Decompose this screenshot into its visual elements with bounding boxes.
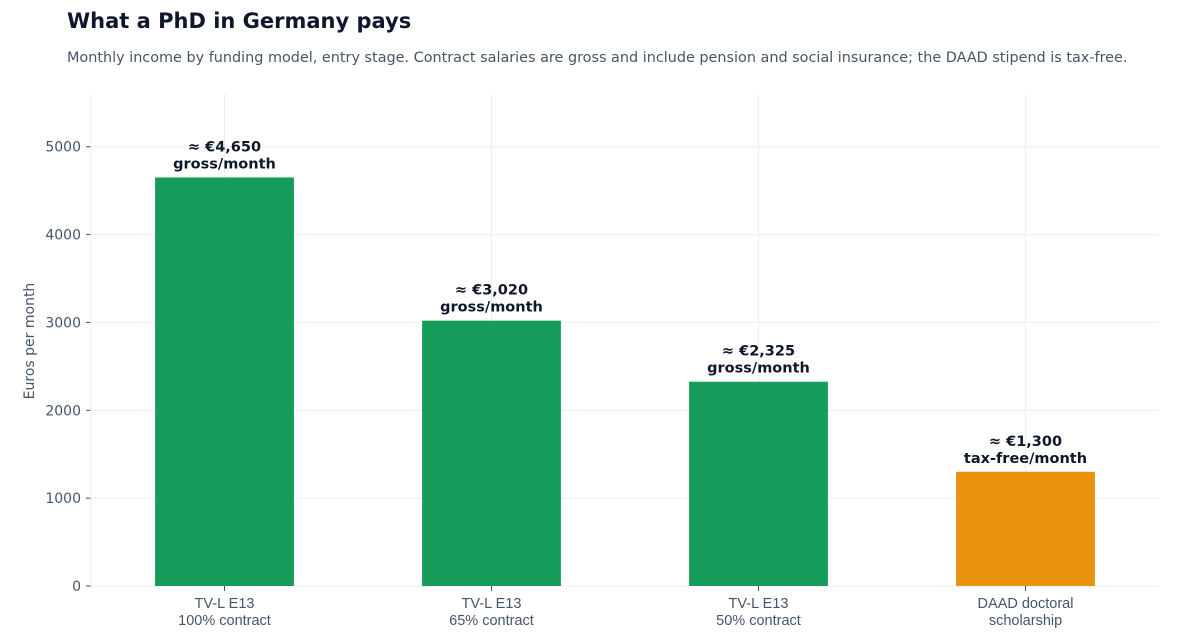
y-tick-label: 5000: [45, 140, 81, 156]
data-label: gross/month: [173, 156, 276, 172]
x-tick-label: scholarship: [989, 613, 1062, 629]
bar: [422, 320, 561, 586]
y-tick-label: 3000: [45, 315, 81, 331]
data-label: ≈ €3,020: [455, 283, 528, 299]
data-label: ≈ €2,325: [722, 344, 795, 360]
y-tick-label: 0: [72, 579, 81, 595]
y-tick-label: 4000: [45, 228, 81, 244]
data-label: ≈ €1,300: [989, 434, 1062, 450]
data-label: ≈ €4,650: [188, 139, 261, 155]
y-axis-label: Euros per month: [22, 283, 38, 400]
x-tick-label: 65% contract: [449, 613, 534, 629]
bar: [689, 381, 828, 586]
data-label: gross/month: [440, 300, 543, 316]
x-tick-label: TV-L E13: [195, 596, 255, 612]
x-tick-label: 50% contract: [716, 613, 801, 629]
data-label: gross/month: [707, 361, 810, 377]
x-tick-label: 100% contract: [178, 613, 271, 629]
x-tick-label: TV-L E13: [462, 596, 522, 612]
data-label: tax-free/month: [964, 451, 1087, 467]
bars: [155, 177, 1095, 586]
y-tick-label: 1000: [45, 491, 81, 507]
bar: [155, 177, 294, 586]
x-tick-label: DAAD doctoral: [978, 596, 1074, 612]
chart-subtitle: Monthly income by funding model, entry s…: [67, 50, 1128, 66]
x-tick-label: TV-L E13: [729, 596, 789, 612]
y-tick-label: 2000: [45, 403, 81, 419]
chart-title: What a PhD in Germany pays: [67, 9, 412, 33]
bar: [956, 471, 1095, 586]
